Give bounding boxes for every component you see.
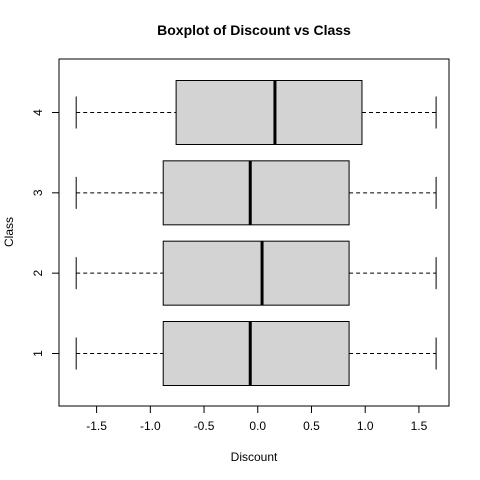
x-tick-label: -1.5: [86, 419, 107, 433]
box-iqr: [162, 160, 350, 226]
boxes-layer: [75, 80, 437, 386]
x-tick-label: -1.0: [140, 419, 161, 433]
x-tick-label: 0.0: [249, 419, 266, 433]
y-axis: 1 2 3 4: [31, 109, 60, 357]
x-tick-label: -0.5: [194, 419, 215, 433]
box-class-1: [75, 321, 437, 386]
x-tick-label: 0.5: [303, 419, 320, 433]
x-axis-label: Discount: [231, 450, 278, 464]
y-tick-label: 3: [31, 189, 45, 196]
y-axis-label: Class: [2, 217, 16, 247]
x-tick-label: 1.0: [357, 419, 374, 433]
box-iqr: [162, 321, 350, 386]
box-iqr: [162, 240, 350, 306]
box-class-2: [75, 240, 437, 306]
box-class-4: [75, 80, 437, 145]
chart-title: Boxplot of Discount vs Class: [157, 22, 351, 38]
y-tick-label: 2: [31, 270, 45, 277]
y-tick-label: 1: [31, 350, 45, 357]
box-iqr: [175, 80, 363, 145]
x-tick-label: 1.5: [411, 419, 428, 433]
box-class-3: [75, 160, 437, 226]
x-axis: -1.5 -1.0 -0.5 0.0 0.5 1.0 1.5: [86, 405, 428, 433]
y-tick-label: 4: [31, 109, 45, 116]
